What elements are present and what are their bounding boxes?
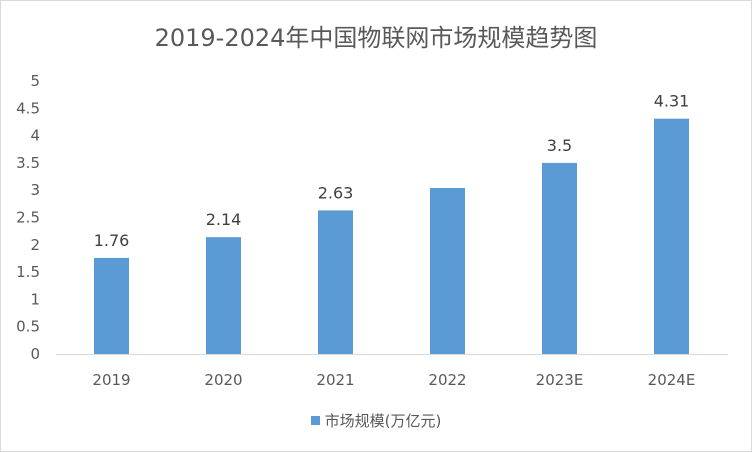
y-tick-label: 2.5 [16,209,40,227]
x-tick-label: 2023E [536,371,584,389]
y-tick-label: 2 [30,236,40,254]
bar [94,257,129,354]
y-tick-label: 1.5 [16,263,40,281]
data-label: 2.63 [318,183,354,202]
data-label: 3.5 [547,136,572,155]
y-tick-label: 0.5 [16,318,40,336]
x-tick-label: 2021 [316,371,354,389]
bar [206,237,241,354]
legend-swatch [310,416,320,425]
data-label: 2.14 [206,210,242,229]
chart-title: 2019-2024年中国物联网市场规模趋势图 [154,24,598,52]
data-label: 1.76 [94,231,130,250]
y-tick-label: 4 [30,127,40,145]
bar [318,210,353,354]
y-tick-label: 4.5 [16,99,40,117]
bar [430,188,465,354]
data-label: 4.31 [654,92,690,111]
y-tick-label: 3 [30,181,40,199]
x-tick-label: 2022 [428,371,466,389]
x-tick-label: 2020 [204,371,242,389]
legend: 市场规模(万亿元) [0,410,752,431]
y-tick-label: 1 [30,290,40,308]
y-tick-label: 0 [30,345,40,363]
bar [542,162,577,354]
bar [654,118,689,354]
x-tick-label: 2019 [92,371,130,389]
legend-label: 市场规模(万亿元) [324,412,442,430]
y-tick-label: 3.5 [16,154,40,172]
y-tick-label: 5 [30,72,40,90]
x-tick-label: 2024E [648,371,696,389]
